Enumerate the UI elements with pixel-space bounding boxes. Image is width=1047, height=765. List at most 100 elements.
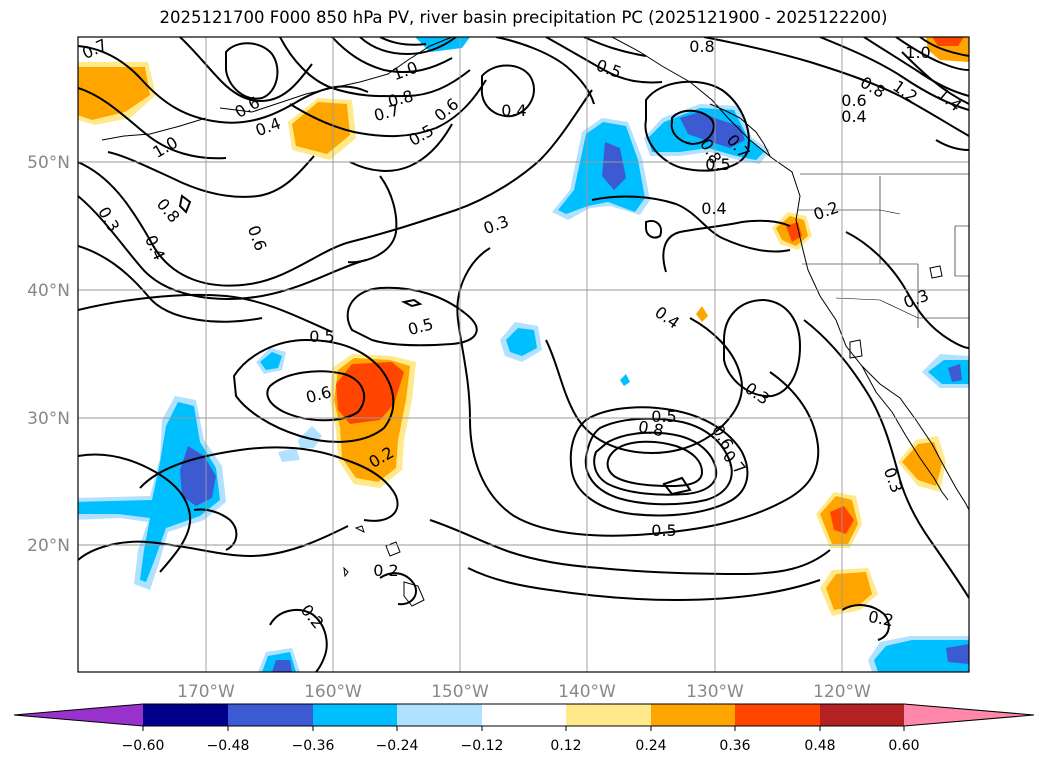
coastline-baja — [861, 365, 949, 501]
map-title: 2025121700 F000 850 hPa PV, river basin … — [159, 8, 888, 27]
lon-label: 140°W — [558, 682, 616, 702]
colorbar-segment — [143, 704, 228, 726]
colorbar-segment — [482, 704, 566, 726]
lon-label: 170°W — [177, 682, 235, 702]
lon-label: 160°W — [304, 682, 362, 702]
pv-contour — [269, 609, 328, 672]
pv-contour — [901, 51, 969, 105]
colorbar-tick-label: 0.24 — [635, 738, 666, 754]
pv-contour — [645, 220, 662, 239]
shade-pos-mid — [292, 102, 350, 154]
contour-label: 0.2 — [373, 561, 398, 580]
pv-contour — [78, 87, 227, 160]
colorbar-segment — [566, 704, 651, 726]
pv-contour — [400, 298, 423, 308]
latitude-labels: 50°N 40°N 30°N 20°N — [27, 153, 70, 556]
pv-contour — [495, 37, 595, 105]
shade-pos-dark — [932, 37, 964, 46]
shade-pos-mid — [826, 572, 872, 610]
pv-contour — [895, 37, 969, 71]
shade-neg-mid — [260, 352, 282, 370]
shade-neg-mid — [620, 374, 630, 386]
political-borders — [798, 173, 969, 328]
contour-label: 0.4 — [841, 107, 866, 126]
pv-contour — [346, 286, 478, 347]
island-hawaii — [343, 525, 425, 607]
colorbar-tick-label: 0.12 — [550, 738, 581, 754]
contour-label: 1.0 — [905, 43, 930, 62]
pv-contour — [662, 219, 791, 273]
pv-contour — [178, 194, 192, 214]
pv-contour — [289, 79, 487, 138]
colorbar-extend-high — [904, 704, 1034, 726]
longitude-labels: 170°W 160°W 150°W 140°W 130°W 120°W — [177, 682, 871, 702]
contour-label: 0.5 — [651, 521, 676, 540]
pv-contour — [78, 293, 333, 333]
pv-contours — [78, 37, 969, 672]
pv-contour — [349, 123, 453, 172]
precipitation-shading — [78, 37, 969, 672]
pv-contour — [225, 42, 279, 100]
colorbar-tick-label: −0.12 — [461, 738, 504, 754]
contour-label: 0.5 — [651, 407, 676, 426]
coastline-north-america — [611, 37, 969, 511]
pv-contour — [593, 431, 718, 496]
pv-contour — [347, 175, 398, 264]
pv-contour — [107, 151, 315, 198]
colorbar-tick-label: 0.60 — [888, 738, 919, 754]
pv-contour — [545, 37, 663, 84]
pv-contour — [78, 45, 369, 124]
colorbar-tick-label: 0.36 — [719, 738, 750, 754]
contour-label: 0.8 — [637, 417, 665, 440]
pv-contour — [379, 37, 427, 46]
pv-contour — [480, 64, 535, 118]
colorbar-segment — [313, 704, 397, 726]
contour-label: 0.8 — [689, 37, 714, 56]
shade-neg-dark — [946, 644, 969, 664]
shade-neg-mid — [558, 122, 645, 214]
pv-contour — [78, 453, 192, 573]
pv-contour — [819, 37, 969, 111]
lat-lon-grid — [78, 37, 969, 672]
pv-contour — [78, 89, 593, 287]
border-us-mexico — [835, 297, 969, 319]
shade-neg-light — [278, 448, 300, 462]
pv-contour — [139, 446, 399, 522]
lat-label: 40°N — [27, 281, 70, 301]
colorbar-tick-label: −0.60 — [122, 738, 165, 754]
shade-neg-light — [298, 426, 322, 448]
pv-contour — [845, 231, 969, 349]
shade-neg-dark — [948, 364, 962, 382]
contour-label: 0.4 — [701, 199, 726, 218]
lon-label: 150°W — [431, 682, 489, 702]
pv-contour — [919, 37, 969, 57]
pv-contour — [662, 476, 692, 496]
coastline-small-islands — [849, 265, 943, 359]
lat-label: 30°N — [27, 409, 70, 429]
shade-neg-dark — [272, 660, 292, 672]
lat-label: 50°N — [27, 153, 70, 173]
pv-contour — [723, 298, 802, 398]
pv-contour — [331, 37, 453, 74]
pv-contour — [179, 37, 313, 102]
shade-neg-mid — [78, 402, 220, 582]
pv-contour — [591, 195, 791, 253]
lon-label: 130°W — [686, 682, 744, 702]
colorbar-tick-label: −0.48 — [207, 738, 250, 754]
pv-contour — [78, 245, 263, 323]
border-state-east — [954, 225, 969, 277]
pv-contour — [266, 370, 366, 422]
pv-contour — [545, 317, 743, 454]
pv-contour — [935, 139, 969, 151]
colorbar-extend-low — [14, 704, 143, 726]
shade-neg-mid — [874, 640, 969, 672]
contour-label: 0.5 — [705, 155, 730, 174]
pv-contour — [703, 37, 969, 137]
pv-contour — [670, 109, 715, 146]
colorbar-tick-label: −0.36 — [292, 738, 335, 754]
contour-label: 0.5 — [309, 327, 334, 346]
lon-label: 120°W — [813, 682, 871, 702]
shade-pos-mid — [696, 306, 708, 322]
pv-contour — [644, 80, 750, 172]
pv-contour — [841, 604, 890, 641]
